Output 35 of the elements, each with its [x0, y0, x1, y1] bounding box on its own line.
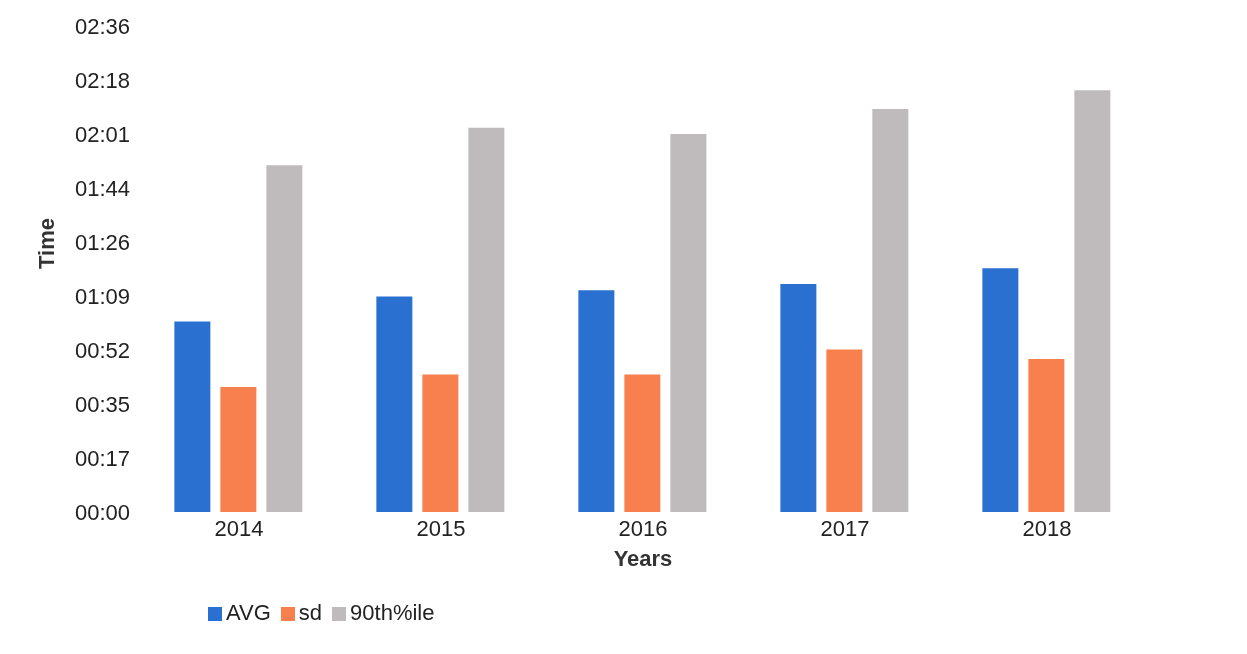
y-tick-label: 02:18 — [74, 67, 130, 93]
x-tick-label: 2015 — [416, 515, 466, 541]
y-tick-label: 01:44 — [74, 175, 130, 201]
bar — [872, 108, 909, 512]
bar — [624, 374, 661, 512]
y-tick-label: 01:26 — [74, 229, 130, 255]
x-tick-label: 2014 — [214, 515, 264, 541]
bar — [670, 133, 707, 512]
x-axis-title: Years — [613, 546, 673, 571]
bar — [982, 268, 1019, 512]
y-axis-title: Time — [33, 218, 59, 269]
bar — [174, 321, 211, 512]
y-tick-label: 01:09 — [74, 283, 130, 309]
bar — [468, 127, 505, 512]
legend-label: sd — [298, 600, 323, 625]
bar — [578, 290, 615, 512]
y-tick-label: 00:52 — [74, 337, 130, 363]
y-tick-label: 00:00 — [74, 499, 130, 525]
bar — [376, 296, 413, 512]
y-tick-label: 00:35 — [74, 391, 130, 417]
bar — [220, 387, 257, 512]
bar — [1074, 90, 1111, 512]
y-tick-label: 00:17 — [74, 445, 130, 471]
bar — [826, 349, 863, 512]
bar — [422, 374, 459, 512]
x-tick-label: 2017 — [820, 515, 870, 541]
y-tick-label: 02:36 — [74, 13, 130, 39]
bar — [780, 283, 817, 512]
y-tick-label: 02:01 — [74, 121, 130, 147]
bar — [1028, 358, 1065, 512]
legend-label: 90th%ile — [350, 600, 435, 625]
bar — [266, 165, 303, 512]
x-tick-label: 2016 — [618, 515, 668, 541]
legend-label: AVG — [226, 600, 271, 625]
x-tick-label: 2018 — [1022, 515, 1072, 541]
